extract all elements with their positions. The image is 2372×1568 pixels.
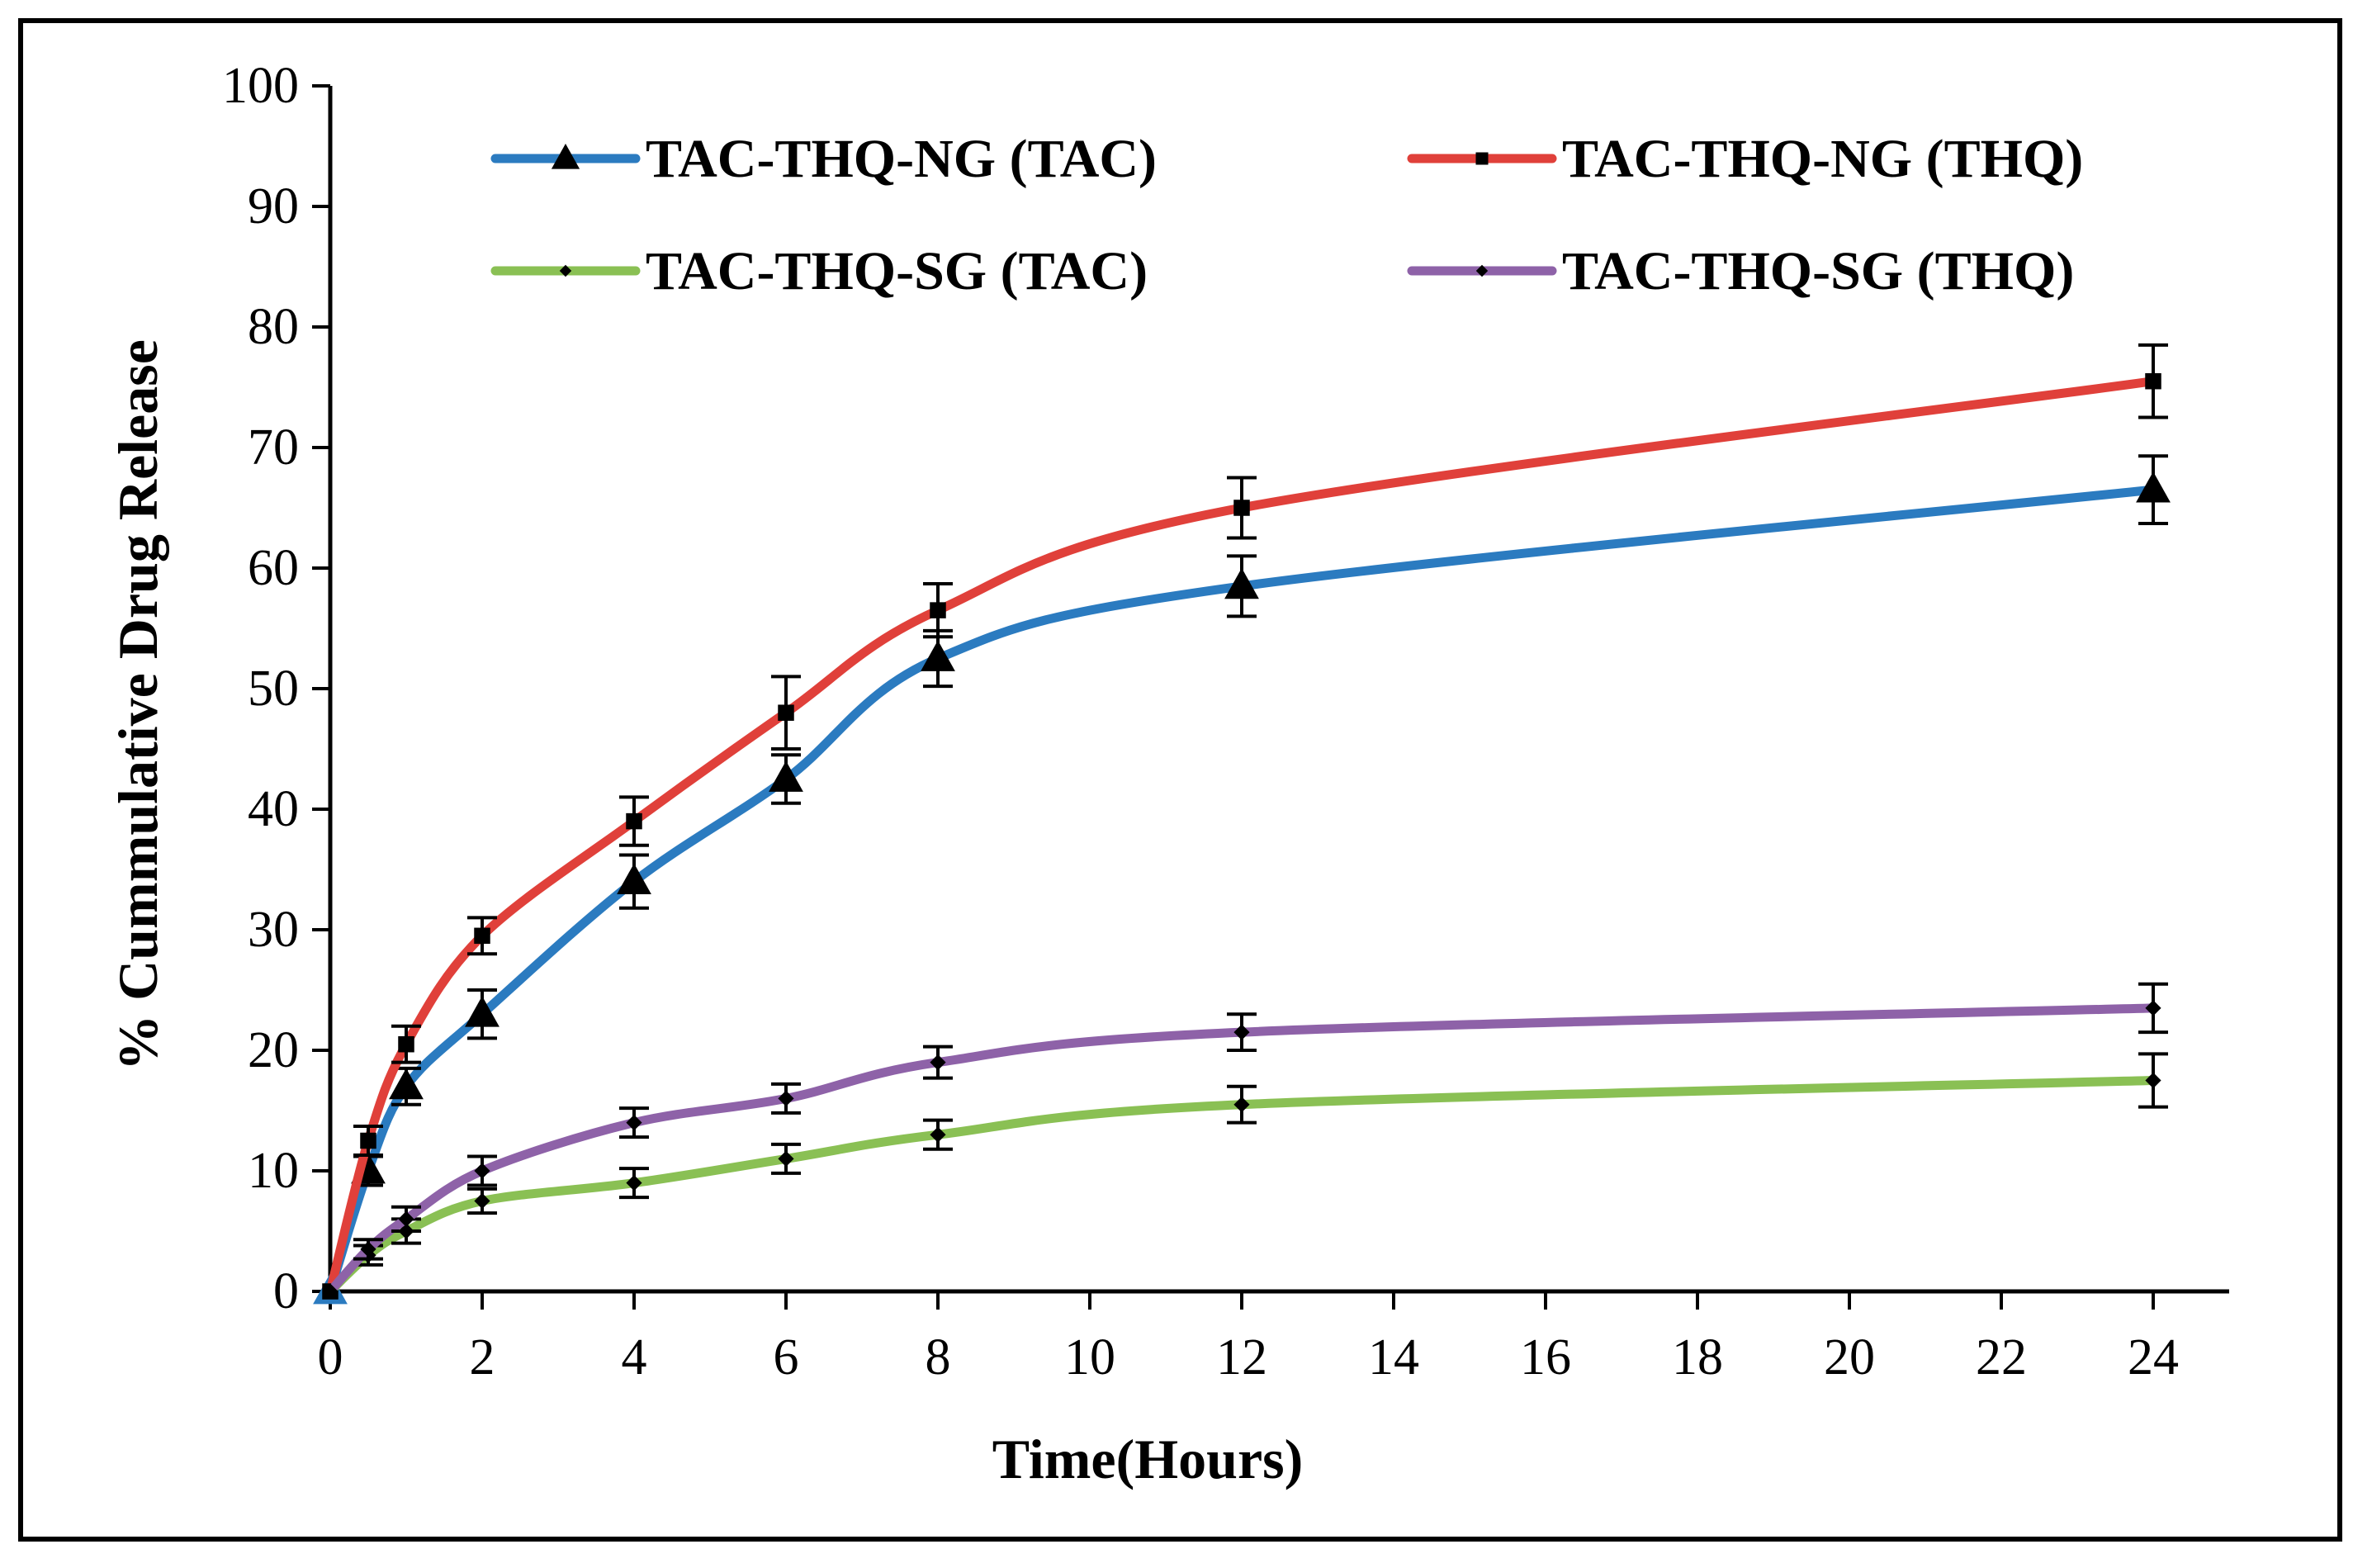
data-point — [617, 863, 651, 894]
legend-item-2: TAC-THQ-NG (THQ) — [1407, 129, 2083, 189]
x-tick-label: 4 — [622, 1329, 647, 1386]
data-point — [930, 1126, 946, 1143]
data-point — [360, 1132, 376, 1149]
legend-marker — [1475, 264, 1489, 277]
y-tick-label: 80 — [248, 299, 299, 355]
y-tick-label: 30 — [248, 902, 299, 958]
data-point — [2136, 471, 2171, 503]
series-layer — [313, 343, 2171, 1305]
data-point — [465, 996, 499, 1027]
series-line — [325, 1003, 2158, 1296]
legend-marker — [559, 264, 572, 277]
y-tick-label: 60 — [248, 540, 299, 596]
x-axis-title: Time(Hours) — [992, 1428, 1304, 1490]
x-tick-label: 22 — [1976, 1329, 2027, 1386]
x-tick-label: 2 — [470, 1329, 495, 1386]
y-tick-label: 70 — [248, 419, 299, 476]
series-3 — [322, 1052, 2168, 1300]
data-point — [626, 812, 642, 830]
x-tick-label: 16 — [1520, 1329, 1571, 1386]
y-axis-title: % Cummulative Drug Release — [107, 339, 169, 1071]
data-point — [474, 1163, 490, 1179]
x-tick-label: 8 — [926, 1329, 951, 1386]
data-point — [474, 1192, 490, 1210]
legend-item-1: TAC-THQ-NG (TAC) — [490, 129, 1157, 189]
data-point — [2145, 1072, 2161, 1089]
series-2 — [322, 343, 2168, 1300]
y-tick-label: 20 — [248, 1022, 299, 1078]
legend-label: TAC-THQ-SG (TAC) — [646, 241, 1148, 301]
data-point — [389, 1068, 424, 1100]
data-point — [626, 1175, 642, 1191]
data-point — [2145, 372, 2161, 390]
data-point — [778, 1090, 794, 1106]
data-point — [769, 760, 803, 792]
x-tick-label: 14 — [1368, 1329, 1419, 1386]
data-point — [1233, 1097, 1250, 1113]
data-point — [360, 1241, 376, 1258]
legend-item-4: TAC-THQ-SG (THQ) — [1407, 241, 2074, 301]
data-point — [921, 640, 955, 671]
x-tick-label: 20 — [1824, 1329, 1875, 1386]
legend-label: TAC-THQ-NG (TAC) — [646, 129, 1157, 189]
y-tick-label: 90 — [248, 178, 299, 234]
x-tick-label: 10 — [1064, 1329, 1115, 1386]
data-point — [398, 1210, 414, 1227]
data-point — [778, 704, 794, 721]
x-tick-label: 0 — [318, 1329, 343, 1386]
y-tick-label: 50 — [248, 661, 299, 717]
data-point — [474, 927, 490, 945]
x-tick-label: 6 — [774, 1329, 799, 1386]
x-tick-label: 12 — [1216, 1329, 1267, 1386]
data-point — [930, 1054, 946, 1071]
legend-marker — [1475, 152, 1489, 165]
data-point — [1224, 567, 1259, 599]
chart-frame — [18, 18, 2342, 1542]
data-point — [930, 602, 946, 618]
x-tick-label: 24 — [2128, 1329, 2179, 1386]
data-point — [626, 1115, 642, 1131]
legend-label: TAC-THQ-SG (THQ) — [1562, 241, 2074, 301]
y-tick-label: 100 — [222, 58, 299, 114]
x-tick-label: 18 — [1672, 1329, 1723, 1386]
series-line — [325, 1076, 2158, 1296]
y-tick-label: 0 — [273, 1263, 299, 1319]
y-tick-label: 10 — [248, 1143, 299, 1199]
data-point — [1233, 500, 1250, 516]
data-point — [778, 1150, 794, 1167]
series-4 — [322, 982, 2168, 1300]
data-point — [398, 1035, 414, 1053]
y-tick-label: 40 — [248, 781, 299, 837]
legend-label: TAC-THQ-NG (THQ) — [1562, 129, 2083, 189]
legend-marker — [551, 144, 580, 169]
series-line — [325, 377, 2158, 1296]
data-point — [2145, 1000, 2161, 1016]
data-point — [1233, 1024, 1250, 1040]
legend: TAC-THQ-NG (TAC) TAC-THQ-NG (THQ) TAC-THQ-… — [490, 129, 2083, 301]
series-1 — [313, 454, 2171, 1305]
legend-item-3: TAC-THQ-SG (TAC) — [490, 241, 1148, 301]
data-point — [322, 1283, 339, 1300]
